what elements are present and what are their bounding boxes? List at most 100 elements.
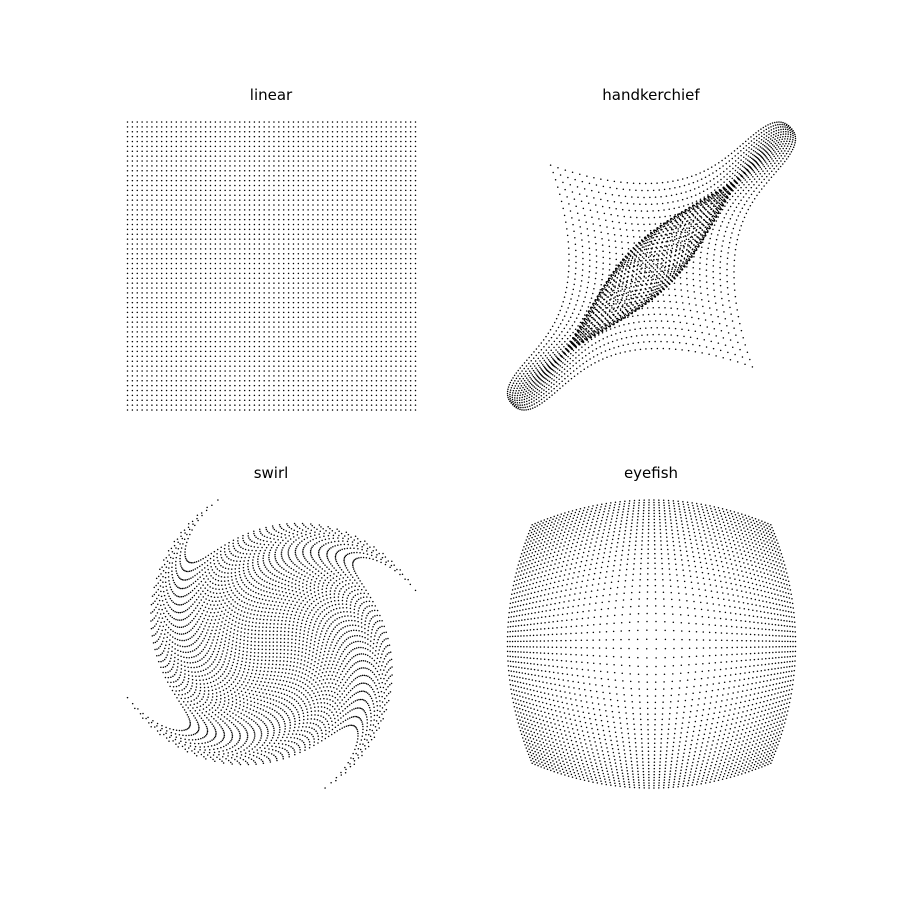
linear-point xyxy=(282,404,285,406)
linear-point xyxy=(356,126,358,128)
linear-point xyxy=(180,326,182,328)
linear-point xyxy=(307,189,309,192)
handkerchief-point xyxy=(506,394,509,397)
linear-point xyxy=(395,336,397,338)
linear-point xyxy=(317,160,319,162)
handkerchief-point xyxy=(641,303,643,305)
handkerchief-point xyxy=(575,317,578,319)
linear-point xyxy=(146,384,148,387)
handkerchief-point xyxy=(543,389,545,391)
linear-point xyxy=(234,121,236,123)
linear-point xyxy=(409,170,412,172)
linear-point xyxy=(180,350,182,353)
linear-point xyxy=(322,238,324,240)
linear-point xyxy=(395,316,397,318)
linear-point xyxy=(390,126,392,128)
linear-point xyxy=(151,282,153,284)
linear-point xyxy=(278,174,280,177)
linear-point xyxy=(229,272,231,275)
handkerchief-point xyxy=(638,275,640,278)
linear-point xyxy=(165,204,168,206)
handkerchief-point xyxy=(516,394,519,397)
handkerchief-point xyxy=(556,372,558,374)
linear-point xyxy=(136,228,139,231)
handkerchief-point xyxy=(524,375,527,377)
linear-point xyxy=(361,379,363,382)
handkerchief-point xyxy=(615,264,617,266)
linear-point xyxy=(131,184,134,187)
linear-point xyxy=(302,228,304,231)
linear-point xyxy=(151,214,153,216)
linear-point xyxy=(351,301,353,304)
linear-point xyxy=(414,306,417,309)
linear-point xyxy=(331,126,334,128)
linear-point xyxy=(273,345,275,348)
linear-point xyxy=(341,277,344,279)
handkerchief-point xyxy=(574,237,576,239)
linear-point xyxy=(126,365,129,367)
linear-point xyxy=(404,126,407,128)
handkerchief-point xyxy=(568,253,570,255)
linear-point xyxy=(297,199,300,201)
linear-point xyxy=(239,399,241,401)
linear-point xyxy=(312,131,314,133)
handkerchief-point xyxy=(535,398,538,401)
linear-point xyxy=(365,223,368,226)
linear-point xyxy=(326,331,329,333)
linear-point xyxy=(322,165,324,167)
linear-point xyxy=(390,214,392,216)
linear-point xyxy=(297,160,300,162)
linear-point xyxy=(278,404,280,406)
linear-point xyxy=(239,277,241,279)
linear-point xyxy=(156,311,158,314)
linear-point xyxy=(312,170,314,172)
linear-point xyxy=(185,189,187,192)
linear-point xyxy=(390,179,392,182)
linear-point xyxy=(346,399,348,401)
linear-point xyxy=(199,199,202,201)
handkerchief-point xyxy=(685,191,687,193)
linear-point xyxy=(180,375,182,377)
linear-point xyxy=(380,238,383,240)
linear-point xyxy=(160,292,163,294)
linear-point xyxy=(356,331,358,333)
linear-point xyxy=(253,214,256,216)
linear-point xyxy=(263,272,265,275)
linear-point xyxy=(317,150,319,153)
linear-point xyxy=(224,282,226,284)
linear-point xyxy=(126,394,129,397)
linear-point xyxy=(126,204,129,206)
linear-point xyxy=(199,253,202,255)
linear-point xyxy=(302,135,304,138)
linear-point xyxy=(341,209,344,211)
linear-point xyxy=(317,145,319,148)
handkerchief-point xyxy=(579,321,582,324)
linear-point xyxy=(341,311,344,314)
linear-point xyxy=(229,238,231,240)
handkerchief-point xyxy=(595,204,597,206)
linear-point xyxy=(278,238,280,240)
linear-point xyxy=(239,223,241,226)
linear-point xyxy=(224,257,226,260)
linear-point xyxy=(302,389,304,392)
handkerchief-point xyxy=(522,377,525,380)
handkerchief-point xyxy=(681,178,684,180)
handkerchief-point xyxy=(515,372,518,374)
linear-point xyxy=(322,375,324,377)
linear-point xyxy=(195,409,197,411)
linear-point xyxy=(175,155,178,157)
linear-point xyxy=(273,282,275,284)
handkerchief-point xyxy=(530,387,533,390)
handkerchief-point xyxy=(618,314,621,316)
linear-point xyxy=(204,160,207,162)
linear-point xyxy=(126,404,129,406)
linear-point xyxy=(253,228,256,231)
linear-point xyxy=(312,336,314,338)
linear-point xyxy=(175,311,178,314)
linear-point xyxy=(346,404,348,406)
linear-point xyxy=(175,296,178,299)
linear-point xyxy=(404,326,407,328)
linear-point xyxy=(268,340,270,343)
linear-point xyxy=(409,345,412,348)
linear-point xyxy=(414,296,417,299)
